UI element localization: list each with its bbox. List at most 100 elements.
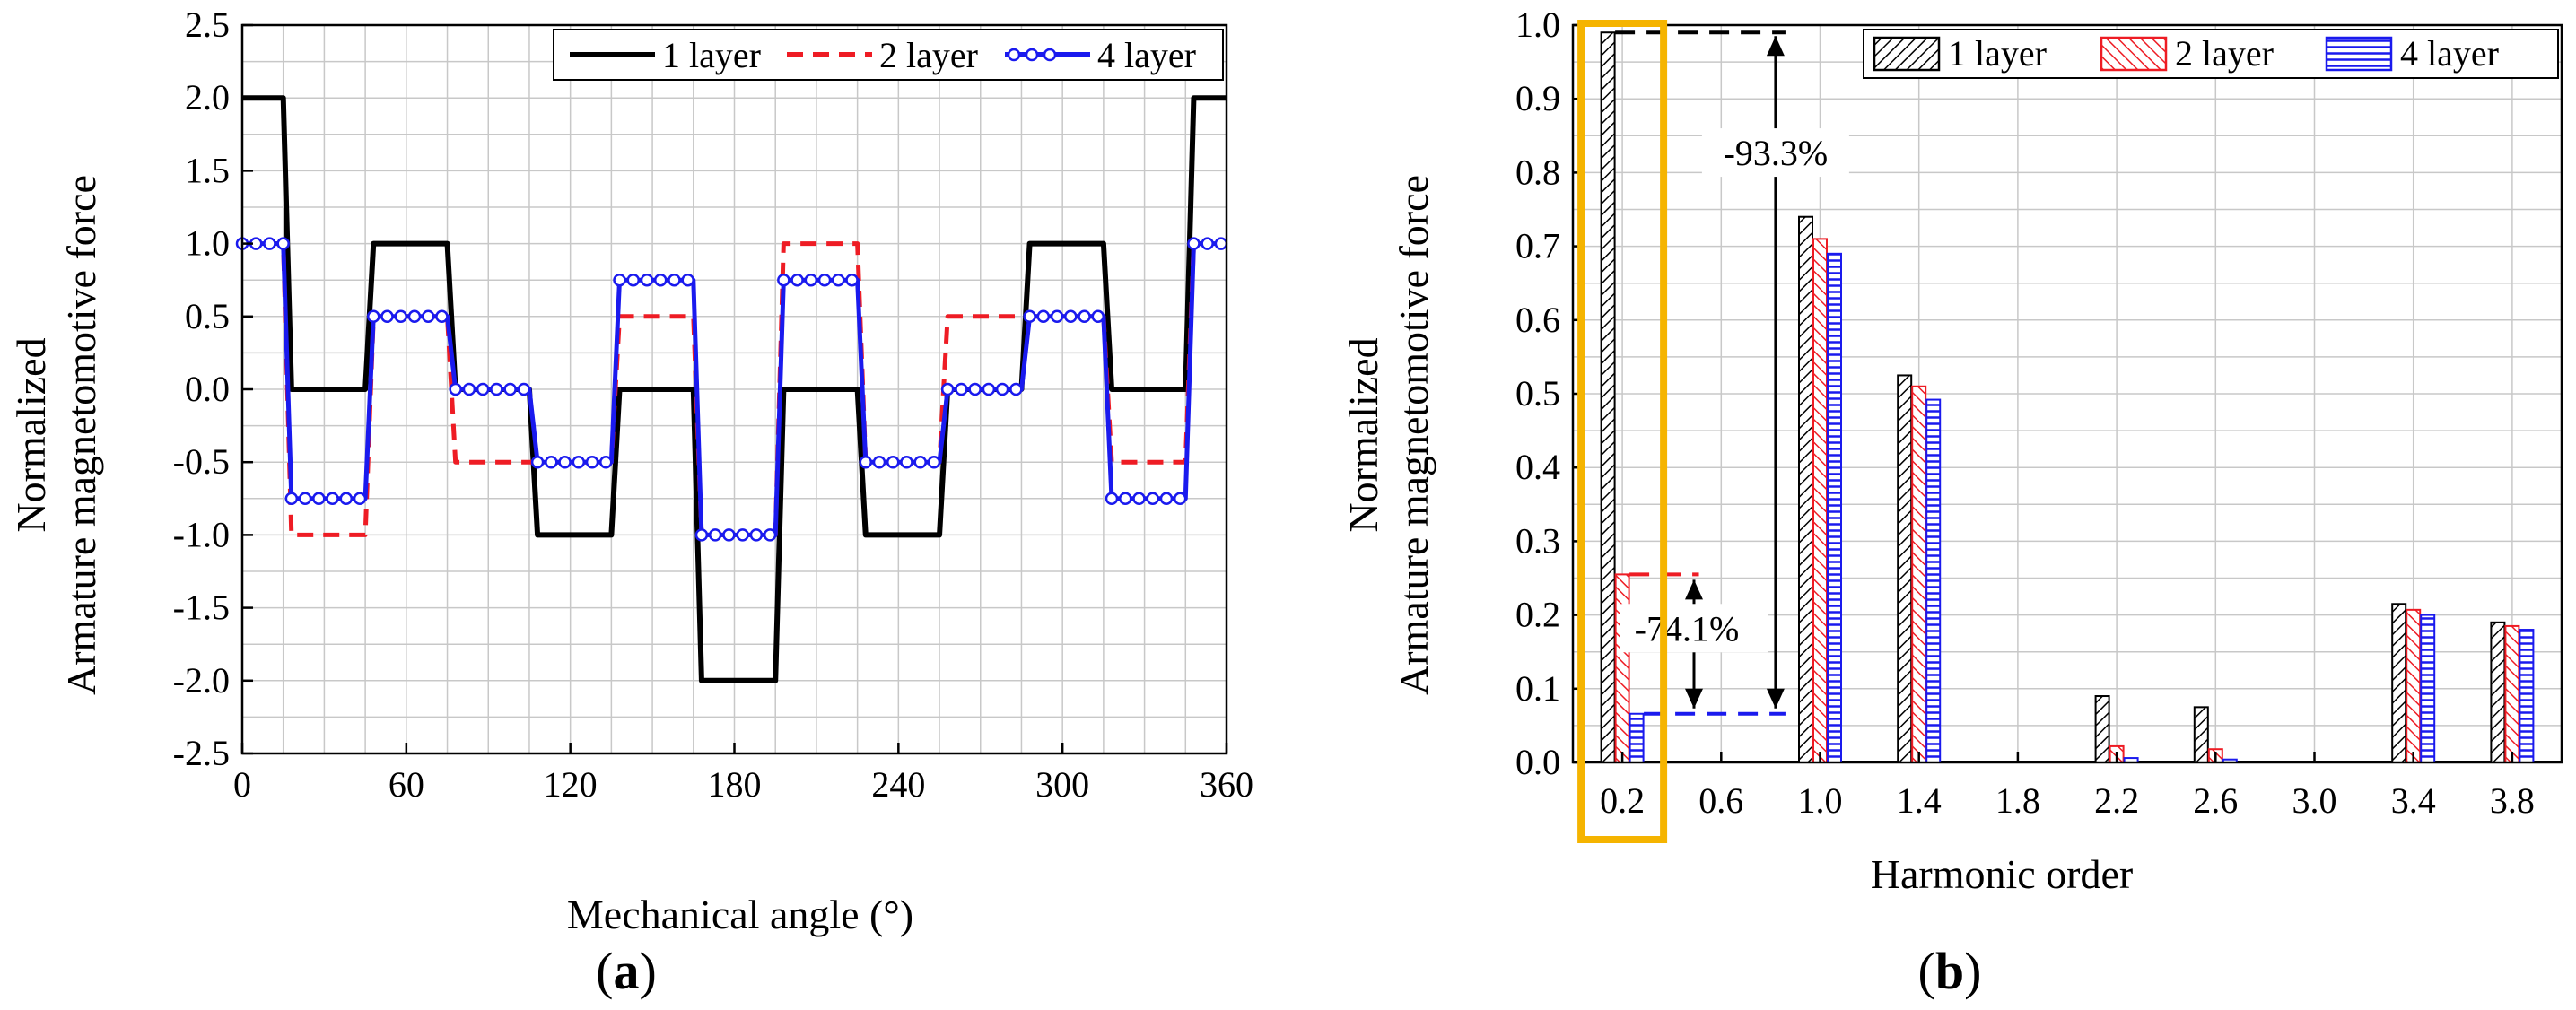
b-x-tick-label: 2.6: [2193, 780, 2238, 821]
a-4-layer-marker: [312, 492, 326, 506]
a-y-tick-label: -1.0: [173, 514, 230, 554]
a-4-layer-marker: [708, 528, 722, 542]
a-4-layer-marker: [449, 382, 462, 396]
a-4-layer-marker: [298, 492, 312, 506]
a-x-axis-label: Mechanical angle (°): [567, 892, 913, 937]
a-4-layer-marker: [572, 455, 586, 469]
b-y-tick-label: 0.3: [1515, 520, 1560, 561]
a-4-layer-marker: [777, 273, 790, 287]
a-4-layer-marker: [380, 309, 394, 324]
a-y-tick-label: 0.0: [185, 369, 230, 409]
a-4-layer-marker: [545, 455, 558, 469]
b-bar-2-layer: [1911, 385, 1927, 763]
b-legend-label: 1 layer: [1948, 33, 2047, 74]
a-4-layer-marker: [955, 382, 968, 396]
a-series-line-1-layer: [242, 95, 1227, 683]
b-x-axis-label: Harmonic order: [1871, 851, 2134, 897]
a-y-tick-label: 2.5: [185, 4, 230, 45]
a-4-layer-marker: [1146, 492, 1159, 506]
a-4-layer-marker: [900, 455, 913, 469]
b-bar-1-layer: [2391, 603, 2407, 764]
b-y-tick-label: 0.8: [1515, 152, 1560, 192]
a-4-layer-marker: [886, 455, 900, 469]
panel-b-bar-chart: -93.3% -74.1% 0.2 0.6 1.0 1.4 1.8 2.2 2.6 3.0 3.4…: [1340, 4, 2563, 1000]
a-4-layer-marker: [995, 382, 1009, 396]
a-4-layer-marker: [872, 455, 886, 469]
b-y-tick-label: 0.6: [1515, 300, 1560, 340]
b-bar-1-layer: [1798, 215, 1813, 764]
a-4-layer-marker: [804, 273, 818, 287]
a-4-layer-marker: [940, 382, 955, 396]
a-4-layer-marker: [476, 382, 490, 396]
a-4-layer-marker: [1078, 309, 1091, 324]
b-x-tick-label: 1.4: [1897, 780, 1942, 821]
a-4-layer-marker: [585, 455, 599, 469]
a-4-layer-marker: [763, 528, 777, 542]
a-4-layer-marker: [421, 309, 435, 324]
b-annot-93-text: -93.3%: [1724, 133, 1829, 173]
b-legend-box: [1863, 29, 2559, 79]
b-y-tick-label: 0.9: [1515, 78, 1560, 118]
b-y-tick-label: 0.1: [1515, 668, 1560, 709]
a-4-layer-marker: [599, 455, 613, 469]
a-4-layer-marker: [640, 273, 654, 287]
a-4-layer-marker: [263, 237, 276, 250]
a-4-layer-marker: [407, 309, 422, 324]
a-x-tick-labels: 0 60 120 180 240 300 360: [233, 764, 1253, 805]
a-4-layer-marker: [681, 273, 694, 287]
b-bar-4-layer: [1629, 712, 1645, 763]
a-y-tick-label: -2.0: [173, 660, 230, 701]
a-4-layer-marker: [982, 382, 996, 396]
b-x-tick-label: 1.8: [1995, 780, 2040, 821]
b-y-tick-label: 0.7: [1515, 226, 1560, 266]
a-y-tick-label: 0.5: [185, 296, 230, 336]
a-4-layer-marker: [1023, 309, 1036, 324]
a-legend-label: 1 layer: [662, 35, 761, 75]
b-bar-2-layer: [1614, 573, 1630, 764]
b-annot-74-text: -74.1%: [1635, 608, 1740, 649]
b-bar-4-layer: [1925, 398, 1942, 763]
a-4-layer-marker: [276, 237, 290, 250]
b-x-tick-label: 2.2: [2094, 780, 2139, 821]
a-4-layer-marker: [817, 273, 832, 287]
a-legend-label: 2 layer: [879, 35, 978, 75]
a-4-layer-marker: [353, 492, 367, 506]
b-y-tick-label: 0.5: [1515, 373, 1560, 414]
a-x-tick-label: 180: [708, 764, 762, 805]
b-x-tick-labels: 0.2 0.6 1.0 1.4 1.8 2.2 2.6 3.0 3.4 3.8: [1600, 780, 2535, 821]
a-4-layer-marker: [1064, 309, 1078, 324]
a-x-tick-label: 120: [544, 764, 598, 805]
a-4-layer-marker: [1119, 492, 1132, 506]
b-x-tick-label: 0.6: [1698, 780, 1743, 821]
b-panel-label: (b): [1918, 942, 1982, 1000]
a-4-layer-marker: [845, 273, 859, 287]
a-y-tick-label: 1.5: [185, 150, 230, 190]
b-bar-1-layer: [2193, 706, 2209, 763]
a-4-layer-marker: [790, 273, 804, 287]
a-4-layer-marker: [1036, 309, 1051, 324]
a-ticks: [240, 23, 1228, 755]
b-y-tick-label: 1.0: [1515, 4, 1560, 45]
b-x-tick-label: 0.2: [1600, 780, 1645, 821]
a-4-layer-marker: [913, 455, 927, 469]
a-legend-marker: [1043, 48, 1057, 62]
a-x-tick-label: 60: [389, 764, 424, 805]
b-y-tick-label: 0.2: [1515, 595, 1560, 635]
a-y-tick-label: -0.5: [173, 441, 230, 482]
panel-a-line-chart: 0 60 120 180 240 300 360 -2.5 -2.0 -1.5 -1.0 -0.5 0…: [8, 4, 1253, 1000]
a-y-tick-labels: -2.5 -2.0 -1.5 -1.0 -0.5 0.0 0.5 1.0 1.5 2.0 2.5: [173, 4, 230, 773]
a-y-axis-label-line1: Normalized: [8, 337, 54, 532]
b-bar-4-layer: [2420, 614, 2436, 763]
a-4-layer-marker: [558, 455, 572, 469]
a-4-layer-marker: [694, 528, 709, 542]
a-4-layer-marker: [530, 455, 545, 469]
b-bar-4-layer: [1827, 252, 1842, 763]
a-panel-label: (a): [596, 942, 657, 1000]
a-4-layer-marker: [1009, 382, 1023, 396]
b-arrow-93-head-up: [1766, 36, 1785, 57]
a-x-tick-label: 240: [871, 764, 925, 805]
a-4-layer-marker: [1159, 492, 1174, 506]
b-legend-label: 2 layer: [2175, 33, 2274, 74]
b-annot-74-bg: [1620, 604, 1768, 653]
